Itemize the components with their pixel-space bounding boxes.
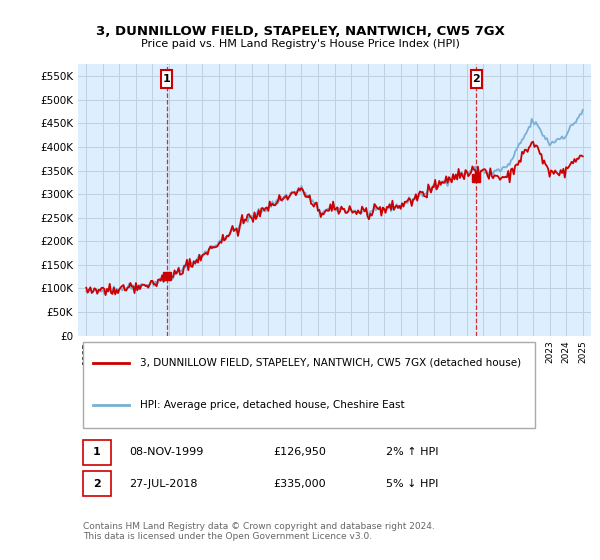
Text: 08-NOV-1999: 08-NOV-1999 <box>130 447 203 458</box>
Text: Price paid vs. HM Land Registry's House Price Index (HPI): Price paid vs. HM Land Registry's House … <box>140 39 460 49</box>
FancyBboxPatch shape <box>83 343 535 428</box>
Text: 27-JUL-2018: 27-JUL-2018 <box>130 479 198 489</box>
Text: HPI: Average price, detached house, Cheshire East: HPI: Average price, detached house, Ches… <box>140 400 404 410</box>
Text: 2: 2 <box>93 479 101 489</box>
Text: 3, DUNNILLOW FIELD, STAPELEY, NANTWICH, CW5 7GX: 3, DUNNILLOW FIELD, STAPELEY, NANTWICH, … <box>95 25 505 38</box>
Text: 3, DUNNILLOW FIELD, STAPELEY, NANTWICH, CW5 7GX (detached house): 3, DUNNILLOW FIELD, STAPELEY, NANTWICH, … <box>140 358 521 368</box>
Text: 1: 1 <box>163 73 170 83</box>
FancyBboxPatch shape <box>161 69 172 87</box>
Text: 5% ↓ HPI: 5% ↓ HPI <box>386 479 438 489</box>
Text: 2: 2 <box>473 73 481 83</box>
Text: £335,000: £335,000 <box>273 479 326 489</box>
FancyBboxPatch shape <box>470 69 482 87</box>
Text: £126,950: £126,950 <box>273 447 326 458</box>
Text: 1: 1 <box>93 447 101 458</box>
FancyBboxPatch shape <box>83 440 112 465</box>
FancyBboxPatch shape <box>83 471 112 497</box>
Text: 2% ↑ HPI: 2% ↑ HPI <box>386 447 438 458</box>
Text: Contains HM Land Registry data © Crown copyright and database right 2024.
This d: Contains HM Land Registry data © Crown c… <box>83 522 435 541</box>
